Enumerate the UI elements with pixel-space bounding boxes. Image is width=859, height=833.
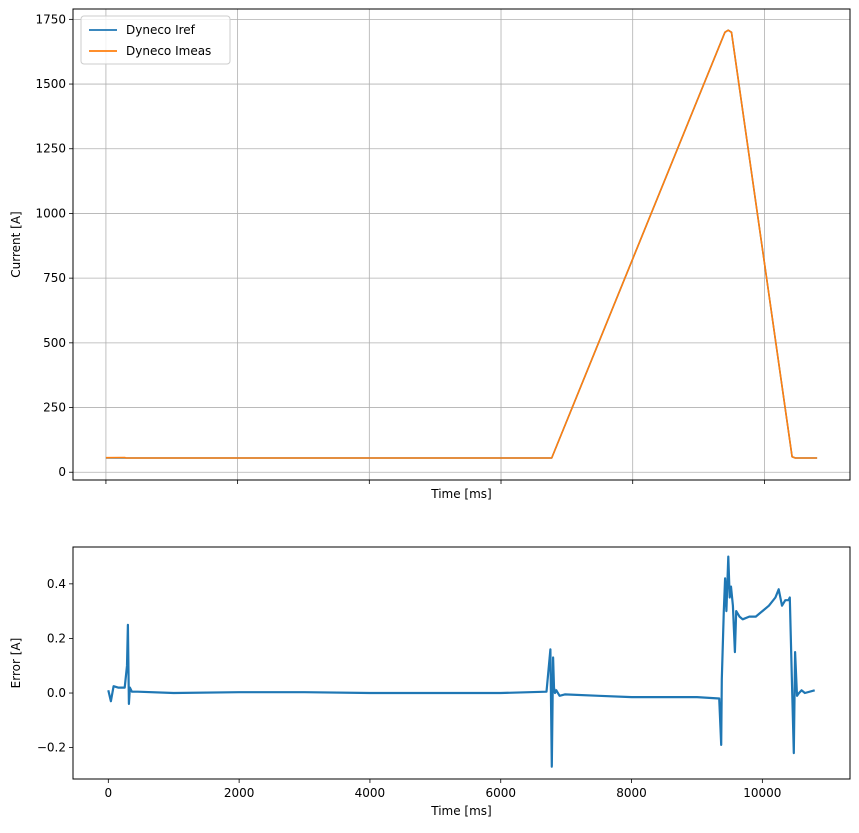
error-y-tick-label: −0.2 bbox=[37, 741, 66, 755]
current-y-tick-label: 1500 bbox=[35, 77, 66, 91]
current-y-tick-label: 0 bbox=[58, 465, 66, 479]
current-x-axis-label: Time [ms] bbox=[430, 487, 492, 501]
error-x-tick-label: 0 bbox=[104, 786, 112, 800]
error-x-tick-label: 2000 bbox=[224, 786, 255, 800]
error-y-tick-label: 0.4 bbox=[47, 577, 66, 591]
error-x-tick-label: 8000 bbox=[616, 786, 647, 800]
current-y-tick-label: 250 bbox=[43, 401, 66, 415]
legend-box bbox=[80, 15, 231, 65]
current-panel: 0 250 500 750 1000 1250 1500 1750 Time [ms] Cur… bbox=[9, 8, 851, 501]
current-y-tick-label: 750 bbox=[43, 271, 66, 285]
current-y-tick-label: 1250 bbox=[35, 142, 66, 156]
error-x-tick-label: 6000 bbox=[485, 786, 516, 800]
legend-label-iref: Dyneco Iref bbox=[126, 23, 196, 37]
error-panel: 0 2000 4000 6000 8000 10000 −0.2 0.0 0.2 0.4 Time… bbox=[9, 546, 851, 818]
current-y-tick-label: 500 bbox=[43, 336, 66, 350]
current-plot-frame bbox=[72, 8, 851, 481]
error-ticks: 0 2000 4000 6000 8000 10000 −0.2 0.0 0.2 0.4 bbox=[37, 577, 782, 800]
current-y-axis-label: Current [A] bbox=[9, 211, 23, 277]
legend-label-imeas: Dyneco Imeas bbox=[126, 44, 211, 58]
current-series-line-0 bbox=[105, 29, 818, 459]
error-x-tick-label: 10000 bbox=[743, 786, 781, 800]
current-grid bbox=[73, 9, 850, 480]
current-series-line-1 bbox=[105, 29, 818, 459]
current-y-tick-label: 1000 bbox=[35, 206, 66, 220]
legend: Dyneco Iref Dyneco Imeas bbox=[80, 15, 231, 65]
error-y-axis-label: Error [A] bbox=[9, 638, 23, 689]
error-y-tick-label: 0.2 bbox=[47, 631, 66, 645]
current-series-group bbox=[105, 29, 818, 459]
error-x-axis-label: Time [ms] bbox=[430, 804, 492, 818]
error-y-tick-label: 0.0 bbox=[47, 686, 66, 700]
error-series-line-0 bbox=[107, 555, 815, 768]
current-ticks: 0 250 500 750 1000 1250 1500 1750 bbox=[35, 12, 765, 484]
current-y-tick-label: 1750 bbox=[35, 12, 66, 26]
error-series-group bbox=[107, 555, 815, 768]
error-plot-frame bbox=[72, 546, 851, 780]
error-x-tick-label: 4000 bbox=[355, 786, 386, 800]
